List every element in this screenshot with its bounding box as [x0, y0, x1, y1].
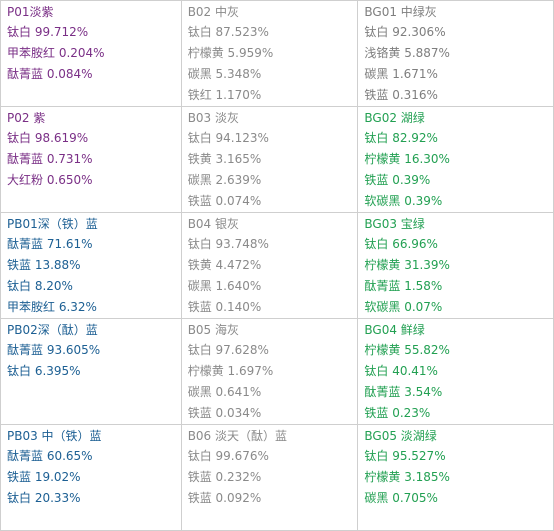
pigment-component: 柠檬黄 5.959% — [187, 46, 274, 60]
color-code-title: B04 银灰 — [187, 217, 240, 231]
pigment-component: 浅铬黄 5.887% — [364, 46, 450, 60]
color-code-title: PB03 中（铁）蓝 — [7, 429, 102, 443]
pigment-component: 柠檬黄 16.30% — [364, 152, 450, 166]
formula-cell: B02 中灰钛白 87.523% 柠檬黄 5.959% 碳黑 5.348% 铁红 1.… — [180, 0, 359, 107]
color-code-title: BG01 中绿灰 — [364, 5, 437, 19]
table-row: P01淡紫钛白 99.712% 甲苯胺红 0.204% 酞菁蓝 0.084% B02 … — [0, 0, 554, 107]
formula-cell: B05 海灰钛白 97.628% 柠檬黄 1.697% 碳黑 0.641% 铁蓝 0.… — [180, 318, 359, 425]
pigment-component: 碳黑 5.348% — [187, 67, 262, 81]
color-code-title: B02 中灰 — [187, 5, 240, 19]
formula-cell: P01淡紫钛白 99.712% 甲苯胺红 0.204% 酞菁蓝 0.084% — [0, 0, 182, 107]
pigment-component: 钛白 99.676% — [187, 449, 269, 463]
pigment-component: 酞菁蓝 3.54% — [364, 385, 443, 399]
color-code-title: PB02深（酞）蓝 — [7, 323, 98, 337]
table-row: PB02深（酞）蓝 酞菁蓝 93.605% 钛白 6.395% B05 海灰钛白 97… — [0, 318, 554, 425]
formula-cell: BG01 中绿灰 钛白 92.306% 浅铬黄 5.887% 碳黑 1.671% 铁蓝 … — [357, 0, 554, 107]
formula-cell: B04 银灰钛白 93.748% 铁黄 4.472% 碳黑 1.640% 铁蓝 0.1… — [180, 212, 359, 319]
pigment-component: 软碳黑 0.39% — [364, 194, 443, 208]
pigment-component: 铁蓝 13.88% — [7, 258, 81, 272]
pigment-component: 铁蓝 0.316% — [364, 88, 438, 102]
pigment-component: 钛白 92.306% — [364, 25, 446, 39]
pigment-component: 钛白 20.33% — [7, 491, 81, 505]
pigment-component: 钛白 99.712% — [7, 25, 89, 39]
pigment-component: 铁黄 4.472% — [187, 258, 262, 272]
pigment-component: 钛白 87.523% — [187, 25, 269, 39]
formula-cell: P02 紫钛白 98.619% 酞菁蓝 0.731% 大红粉 0.650% — [0, 106, 182, 213]
pigment-component: 铁蓝 0.232% — [187, 470, 262, 484]
color-code-title: BG05 淡湖绿 — [364, 429, 437, 443]
table-row: PB03 中（铁）蓝 酞菁蓝 60.65% 铁蓝 19.02% 钛白 20.33% B0… — [0, 424, 554, 531]
color-code-title: BG04 鲜绿 — [364, 323, 425, 337]
pigment-component: 酞菁蓝 0.731% — [7, 152, 93, 166]
pigment-component: 柠檬黄 55.82% — [364, 343, 450, 357]
pigment-component: 铁红 1.170% — [187, 88, 262, 102]
pigment-component: 铁蓝 0.034% — [187, 406, 262, 420]
pigment-component: 钛白 40.41% — [364, 364, 438, 378]
color-code-title: B06 淡天（酞）蓝 — [187, 429, 288, 443]
pigment-component: 大红粉 0.650% — [7, 173, 93, 187]
pigment-component: 碳黑 0.641% — [187, 385, 262, 399]
formula-cell: BG02 湖绿 钛白 82.92% 柠檬黄 16.30% 铁蓝 0.39% 软碳黑 0.… — [357, 106, 554, 213]
pigment-component: 铁黄 3.165% — [187, 152, 262, 166]
pigment-component: 钛白 6.395% — [7, 364, 81, 378]
pigment-component: 柠檬黄 1.697% — [187, 364, 274, 378]
color-code-title: B05 海灰 — [187, 323, 240, 337]
pigment-component: 酞菁蓝 1.58% — [364, 279, 443, 293]
pigment-component: 酞菁蓝 0.084% — [7, 67, 93, 81]
color-code-title: P01淡紫 — [7, 5, 54, 19]
formula-cell: PB03 中（铁）蓝 酞菁蓝 60.65% 铁蓝 19.02% 钛白 20.33% — [0, 424, 182, 531]
pigment-component: 钛白 95.527% — [364, 449, 446, 463]
pigment-component: 钛白 94.123% — [187, 131, 269, 145]
color-code-title: BG03 宝绿 — [364, 217, 425, 231]
formula-cell: B06 淡天（酞）蓝 钛白 99.676% 铁蓝 0.232% 铁蓝 0.092% — [180, 424, 359, 531]
pigment-component: 碳黑 1.671% — [364, 67, 438, 81]
formula-cell: B03 淡灰钛白 94.123% 铁黄 3.165% 碳黑 2.639% 铁蓝 0.0… — [180, 106, 359, 213]
pigment-component: 铁蓝 0.39% — [364, 173, 431, 187]
formula-cell: BG03 宝绿 钛白 66.96% 柠檬黄 31.39% 酞菁蓝 1.58% 软碳黑 0… — [357, 212, 554, 319]
color-code-title: PB01深（铁）蓝 — [7, 217, 98, 231]
formula-cell: BG05 淡湖绿 钛白 95.527% 柠檬黄 3.185% 碳黑 0.705% — [357, 424, 554, 531]
pigment-component: 钛白 93.748% — [187, 237, 269, 251]
pigment-component: 甲苯胺红 0.204% — [7, 46, 105, 60]
color-code-title: B03 淡灰 — [187, 111, 240, 125]
pigment-component: 铁蓝 19.02% — [7, 470, 81, 484]
pigment-component: 酞菁蓝 71.61% — [7, 237, 93, 251]
pigment-component: 甲苯胺红 6.32% — [7, 300, 97, 314]
formula-cell: BG04 鲜绿柠檬黄 55.82% 钛白 40.41% 酞菁蓝 3.54% 铁蓝 0.… — [357, 318, 554, 425]
pigment-component: 铁蓝 0.092% — [187, 491, 262, 505]
table-row: P02 紫钛白 98.619% 酞菁蓝 0.731% 大红粉 0.650% B03 淡… — [0, 106, 554, 213]
color-code-title: P02 紫 — [7, 111, 46, 125]
pigment-component: 碳黑 2.639% — [187, 173, 262, 187]
pigment-component: 碳黑 1.640% — [187, 279, 262, 293]
formula-cell: PB02深（酞）蓝 酞菁蓝 93.605% 钛白 6.395% — [0, 318, 182, 425]
pigment-component: 酞菁蓝 60.65% — [7, 449, 93, 463]
pigment-component: 钛白 82.92% — [364, 131, 438, 145]
color-code-title: BG02 湖绿 — [364, 111, 425, 125]
pigment-component: 软碳黑 0.07% — [364, 300, 443, 314]
pigment-component: 铁蓝 0.140% — [187, 300, 262, 314]
pigment-component: 柠檬黄 3.185% — [364, 470, 450, 484]
pigment-component: 钛白 97.628% — [187, 343, 269, 357]
pigment-component: 钛白 8.20% — [7, 279, 73, 293]
table-row: PB01深（铁）蓝 酞菁蓝 71.61% 铁蓝 13.88% 钛白 8.20% 甲苯胺红… — [0, 212, 554, 319]
pigment-component: 碳黑 0.705% — [364, 491, 438, 505]
pigment-component: 酞菁蓝 93.605% — [7, 343, 101, 357]
pigment-component: 柠檬黄 31.39% — [364, 258, 450, 272]
pigment-component: 铁蓝 0.074% — [187, 194, 262, 208]
pigment-component: 钛白 66.96% — [364, 237, 438, 251]
formula-cell: PB01深（铁）蓝 酞菁蓝 71.61% 铁蓝 13.88% 钛白 8.20% 甲苯胺红… — [0, 212, 182, 319]
pigment-component: 钛白 98.619% — [7, 131, 89, 145]
pigment-component: 铁蓝 0.23% — [364, 406, 431, 420]
